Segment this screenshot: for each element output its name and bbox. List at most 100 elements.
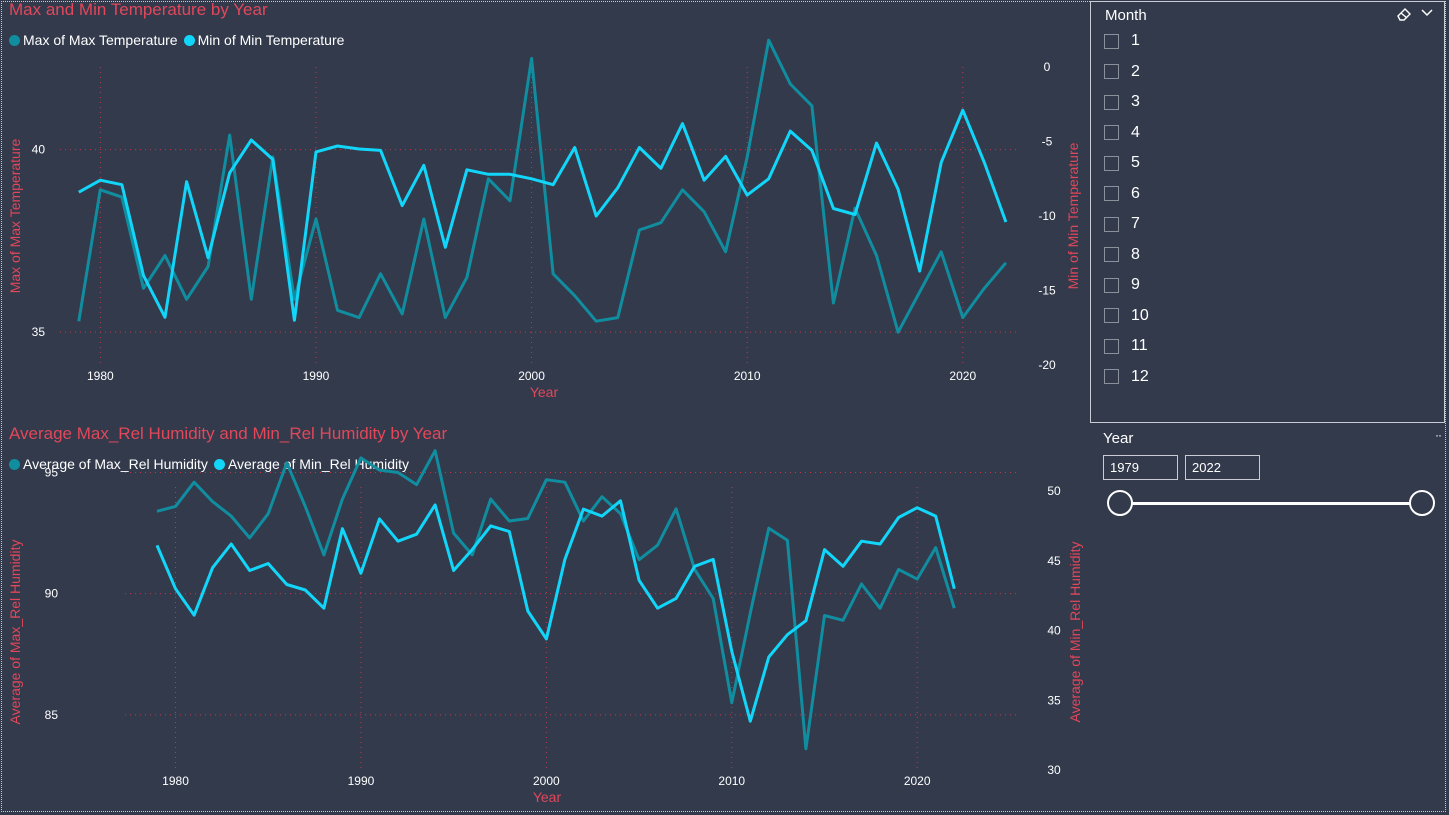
- checkbox[interactable]: [1104, 94, 1119, 110]
- eraser-icon[interactable]: [1396, 6, 1412, 25]
- checkbox[interactable]: [1104, 369, 1119, 384]
- month-item[interactable]: 5: [1104, 154, 1140, 172]
- month-item[interactable]: 3: [1104, 93, 1140, 111]
- checkbox[interactable]: [1104, 216, 1119, 232]
- x-tick-label: 2000: [533, 774, 560, 788]
- checkbox[interactable]: [1104, 64, 1119, 79]
- month-item[interactable]: 9: [1104, 276, 1140, 294]
- month-label: 4: [1131, 123, 1140, 141]
- y-axis-title: Max of Max Temperature: [7, 139, 23, 294]
- month-item[interactable]: 12: [1104, 368, 1149, 386]
- y-tick-label: 40: [32, 143, 46, 157]
- year-range-track[interactable]: [1120, 502, 1422, 505]
- month-item[interactable]: 11: [1104, 337, 1148, 355]
- checkbox[interactable]: [1104, 338, 1119, 354]
- month-item[interactable]: 10: [1104, 307, 1149, 325]
- legend-label: Min of Min Temperature: [197, 32, 345, 48]
- month-item[interactable]: 7: [1104, 215, 1140, 233]
- legend-dot-icon: [9, 34, 20, 46]
- year-to-input[interactable]: [1185, 455, 1260, 480]
- humidity-line-chart[interactable]: 85 90 95 1980 1990 2000 2010 2020 50 45 40 35 30 Year…: [0, 424, 1089, 815]
- x-tick-label: 2000: [518, 369, 545, 383]
- series-line-bright: [78, 108, 1008, 322]
- month-label: 12: [1131, 367, 1149, 385]
- y-tick-label: 85: [45, 708, 59, 722]
- y-axis-title: Average of Max_Rel Humidity: [7, 540, 23, 725]
- year-range-handle-end[interactable]: [1409, 490, 1435, 516]
- x-tick-label: 2010: [734, 369, 761, 383]
- month-item[interactable]: 6: [1104, 185, 1140, 203]
- y2-tick-label: 50: [1047, 484, 1061, 498]
- month-slicer-title: Month: [1105, 7, 1147, 24]
- checkbox[interactable]: [1104, 308, 1119, 323]
- legend-item-max-humidity[interactable]: Average of Max_Rel Humidity: [9, 456, 208, 472]
- month-label: 11: [1131, 337, 1148, 354]
- y-tick-label: 35: [32, 325, 46, 339]
- y2-tick-label: -15: [1038, 284, 1056, 298]
- x-tick-label: 1990: [348, 774, 375, 788]
- month-label: 2: [1131, 62, 1140, 80]
- year-range-handle-start[interactable]: [1107, 490, 1133, 516]
- x-tick-label: 1990: [303, 369, 330, 383]
- chart-title-humidity: Average Max_Rel Humidity and Min_Rel Hum…: [9, 424, 448, 443]
- x-tick-label: 2020: [949, 369, 976, 383]
- y2-tick-label: -20: [1038, 358, 1056, 372]
- y-tick-label: 95: [45, 465, 59, 479]
- legend-dot-icon: [183, 34, 195, 46]
- checkbox[interactable]: [1104, 125, 1119, 140]
- month-label: 9: [1131, 276, 1140, 293]
- more-options-icon[interactable]: ··: [1435, 428, 1442, 442]
- year-slicer: Year ··: [1090, 424, 1445, 534]
- checkbox[interactable]: [1104, 247, 1119, 262]
- month-item[interactable]: 2: [1104, 63, 1140, 81]
- legend-dot-icon: [213, 458, 225, 470]
- y2-axis-title: Min of Min Temperature: [1065, 142, 1081, 289]
- month-item[interactable]: 4: [1104, 124, 1140, 142]
- y2-tick-label: -5: [1042, 135, 1053, 149]
- month-item[interactable]: 8: [1104, 246, 1140, 264]
- legend-temperature: Max of Max Temperature Min of Min Temper…: [9, 32, 344, 48]
- month-label: 6: [1131, 184, 1140, 202]
- y2-tick-label: -10: [1038, 209, 1056, 223]
- month-label: 10: [1131, 306, 1149, 324]
- y2-tick-label: 0: [1044, 60, 1051, 74]
- month-label: 7: [1131, 215, 1140, 232]
- slicer-header-icons: [1396, 6, 1434, 25]
- checkbox[interactable]: [1104, 155, 1119, 171]
- x-axis-title: Year: [530, 384, 559, 400]
- legend-label: Average of Max_Rel Humidity: [23, 456, 208, 472]
- y2-tick-label: 35: [1047, 693, 1061, 707]
- y2-axis-title: Average of Min_Rel Humidity: [1067, 541, 1083, 722]
- series-line-bright: [155, 499, 956, 723]
- series-line-dark: [77, 38, 1008, 334]
- legend-item-min-temperature[interactable]: Min of Min Temperature: [183, 32, 345, 48]
- temperature-line-chart[interactable]: 35 40 1980 1990 2000 2010 2020 0 -5 -10 -15 -20 Year…: [0, 0, 1089, 410]
- month-label: 8: [1131, 245, 1140, 263]
- legend-item-max-temperature[interactable]: Max of Max Temperature: [9, 32, 178, 48]
- y2-tick-label: 40: [1047, 624, 1061, 638]
- y2-tick-label: 30: [1047, 763, 1061, 777]
- checkbox[interactable]: [1104, 186, 1119, 201]
- year-slicer-title: Year: [1103, 430, 1134, 447]
- x-tick-label: 2020: [904, 774, 931, 788]
- legend-label: Max of Max Temperature: [23, 32, 178, 48]
- x-tick-label: 1980: [87, 369, 114, 383]
- month-label: 3: [1131, 93, 1140, 110]
- month-label: 1: [1131, 32, 1140, 49]
- x-tick-label: 2010: [718, 774, 745, 788]
- x-axis-title: Year: [533, 789, 562, 805]
- checkbox[interactable]: [1104, 277, 1119, 293]
- y-tick-label: 90: [45, 587, 59, 601]
- checkbox[interactable]: [1104, 33, 1119, 49]
- chart-title-temperature: Max and Min Temperature by Year: [9, 0, 268, 19]
- chevron-down-icon[interactable]: [1420, 6, 1434, 25]
- series-line-dark: [156, 449, 956, 751]
- month-item[interactable]: 1: [1104, 32, 1140, 50]
- year-from-input[interactable]: [1103, 455, 1178, 480]
- month-slicer: Month 1 2 3 4 5 6 7 8 9 10 11 12: [1090, 1, 1445, 423]
- x-tick-label: 1980: [162, 774, 189, 788]
- y2-tick-label: 45: [1047, 554, 1061, 568]
- month-label: 5: [1131, 154, 1140, 171]
- legend-dot-icon: [9, 458, 20, 470]
